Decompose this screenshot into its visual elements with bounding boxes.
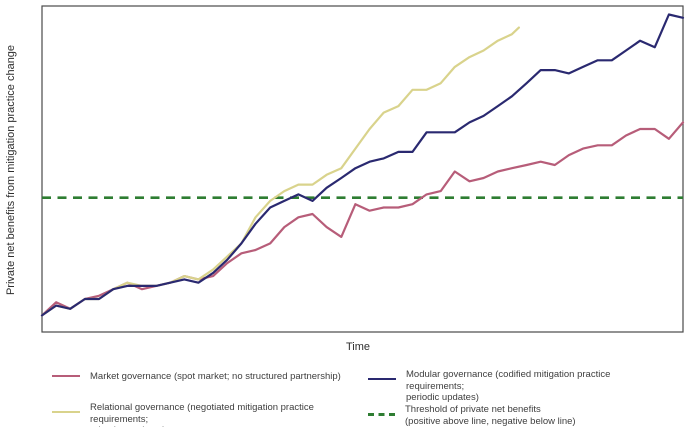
legend-item-modular-governance: Modular governance (codified mitigation … <box>368 369 668 404</box>
legend-label-market: Market governance (spot market; no struc… <box>90 371 341 382</box>
legend-label-modular: Modular governance (codified mitigation … <box>406 369 611 403</box>
series-line-2 <box>40 13 685 317</box>
plot-series-group <box>40 13 685 317</box>
x-axis-label: Time <box>346 341 370 353</box>
legend-label-threshold: Threshold of private net benefits (posit… <box>405 404 576 427</box>
y-axis-label: Private net benefits from mitigation pra… <box>5 45 17 295</box>
legend-marker-threshold-dashed-line <box>368 413 395 416</box>
series-line-1 <box>40 26 521 317</box>
plot-frame <box>41 5 684 333</box>
legend-item-relational-governance: Relational governance (negotiated mitiga… <box>52 402 372 427</box>
legend-label-relational: Relational governance (negotiated mitiga… <box>90 402 314 427</box>
line-chart: Private net benefits from mitigation pra… <box>5 5 685 353</box>
series-line-0 <box>40 121 685 317</box>
legend-marker-modular-line <box>368 378 396 380</box>
legend-item-threshold: Threshold of private net benefits (posit… <box>368 404 668 427</box>
legend-item-market-governance: Market governance (spot market; no struc… <box>52 371 372 383</box>
legend-marker-market-line <box>52 375 80 377</box>
legend-marker-relational-line <box>52 411 80 413</box>
